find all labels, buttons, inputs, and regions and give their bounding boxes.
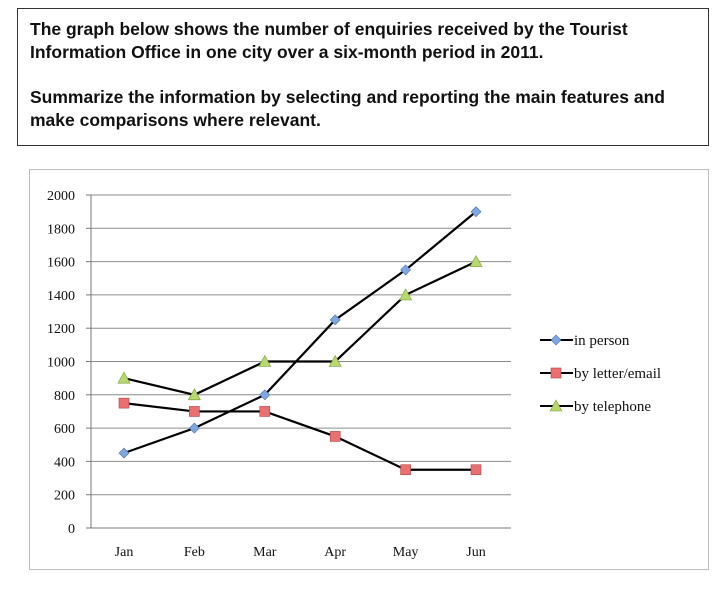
y-tick-label: 1000 (47, 356, 75, 371)
data-point (470, 206, 482, 218)
data-point (329, 431, 341, 442)
data-point (259, 389, 271, 401)
data-point (400, 464, 411, 476)
y-tick-label: 1800 (47, 222, 75, 237)
y-tick-label: 1400 (47, 289, 75, 304)
y-tick-label: 2000 (47, 189, 75, 204)
legend-marker (549, 399, 563, 412)
data-point (117, 371, 131, 384)
data-point (259, 406, 271, 417)
y-tick-label: 200 (54, 489, 75, 504)
data-point (469, 254, 483, 267)
legend-marker (550, 334, 562, 346)
data-point (187, 388, 201, 401)
y-tick-label: 800 (54, 389, 75, 404)
legend-label: by telephone (574, 399, 651, 415)
x-tick-label: Jan (115, 545, 134, 560)
y-tick-label: 400 (54, 455, 75, 470)
task-prompt-box: The graph below shows the number of enqu… (17, 8, 709, 146)
series-line-2 (123, 260, 477, 396)
data-point (118, 447, 130, 459)
x-tick-label: Feb (184, 545, 205, 560)
data-point (470, 464, 482, 476)
data-point (118, 397, 130, 409)
x-tick-label: Apr (324, 545, 346, 560)
legend-label: by letter/email (574, 366, 661, 382)
prompt-paragraph-1: The graph below shows the number of enqu… (30, 19, 628, 62)
data-point (400, 264, 412, 276)
series-line-0 (123, 210, 477, 455)
x-tick-label: May (393, 545, 419, 560)
data-point (399, 288, 413, 301)
chart-frame (29, 169, 709, 570)
data-point (258, 354, 272, 367)
prompt-paragraph-2: Summarize the information by selecting a… (30, 87, 665, 130)
y-tick-label: 1200 (47, 322, 75, 337)
series-line-1 (123, 402, 476, 471)
data-point (188, 422, 200, 434)
data-point (329, 314, 341, 326)
data-point (328, 354, 342, 367)
x-tick-label: Mar (253, 545, 277, 560)
y-tick-label: 1600 (47, 256, 75, 271)
y-tick-label: 0 (68, 522, 75, 537)
legend-label: in person (574, 333, 630, 349)
data-point (189, 406, 200, 417)
legend-marker (550, 367, 562, 379)
y-tick-label: 600 (54, 422, 75, 437)
x-tick-label: Jun (466, 545, 485, 560)
